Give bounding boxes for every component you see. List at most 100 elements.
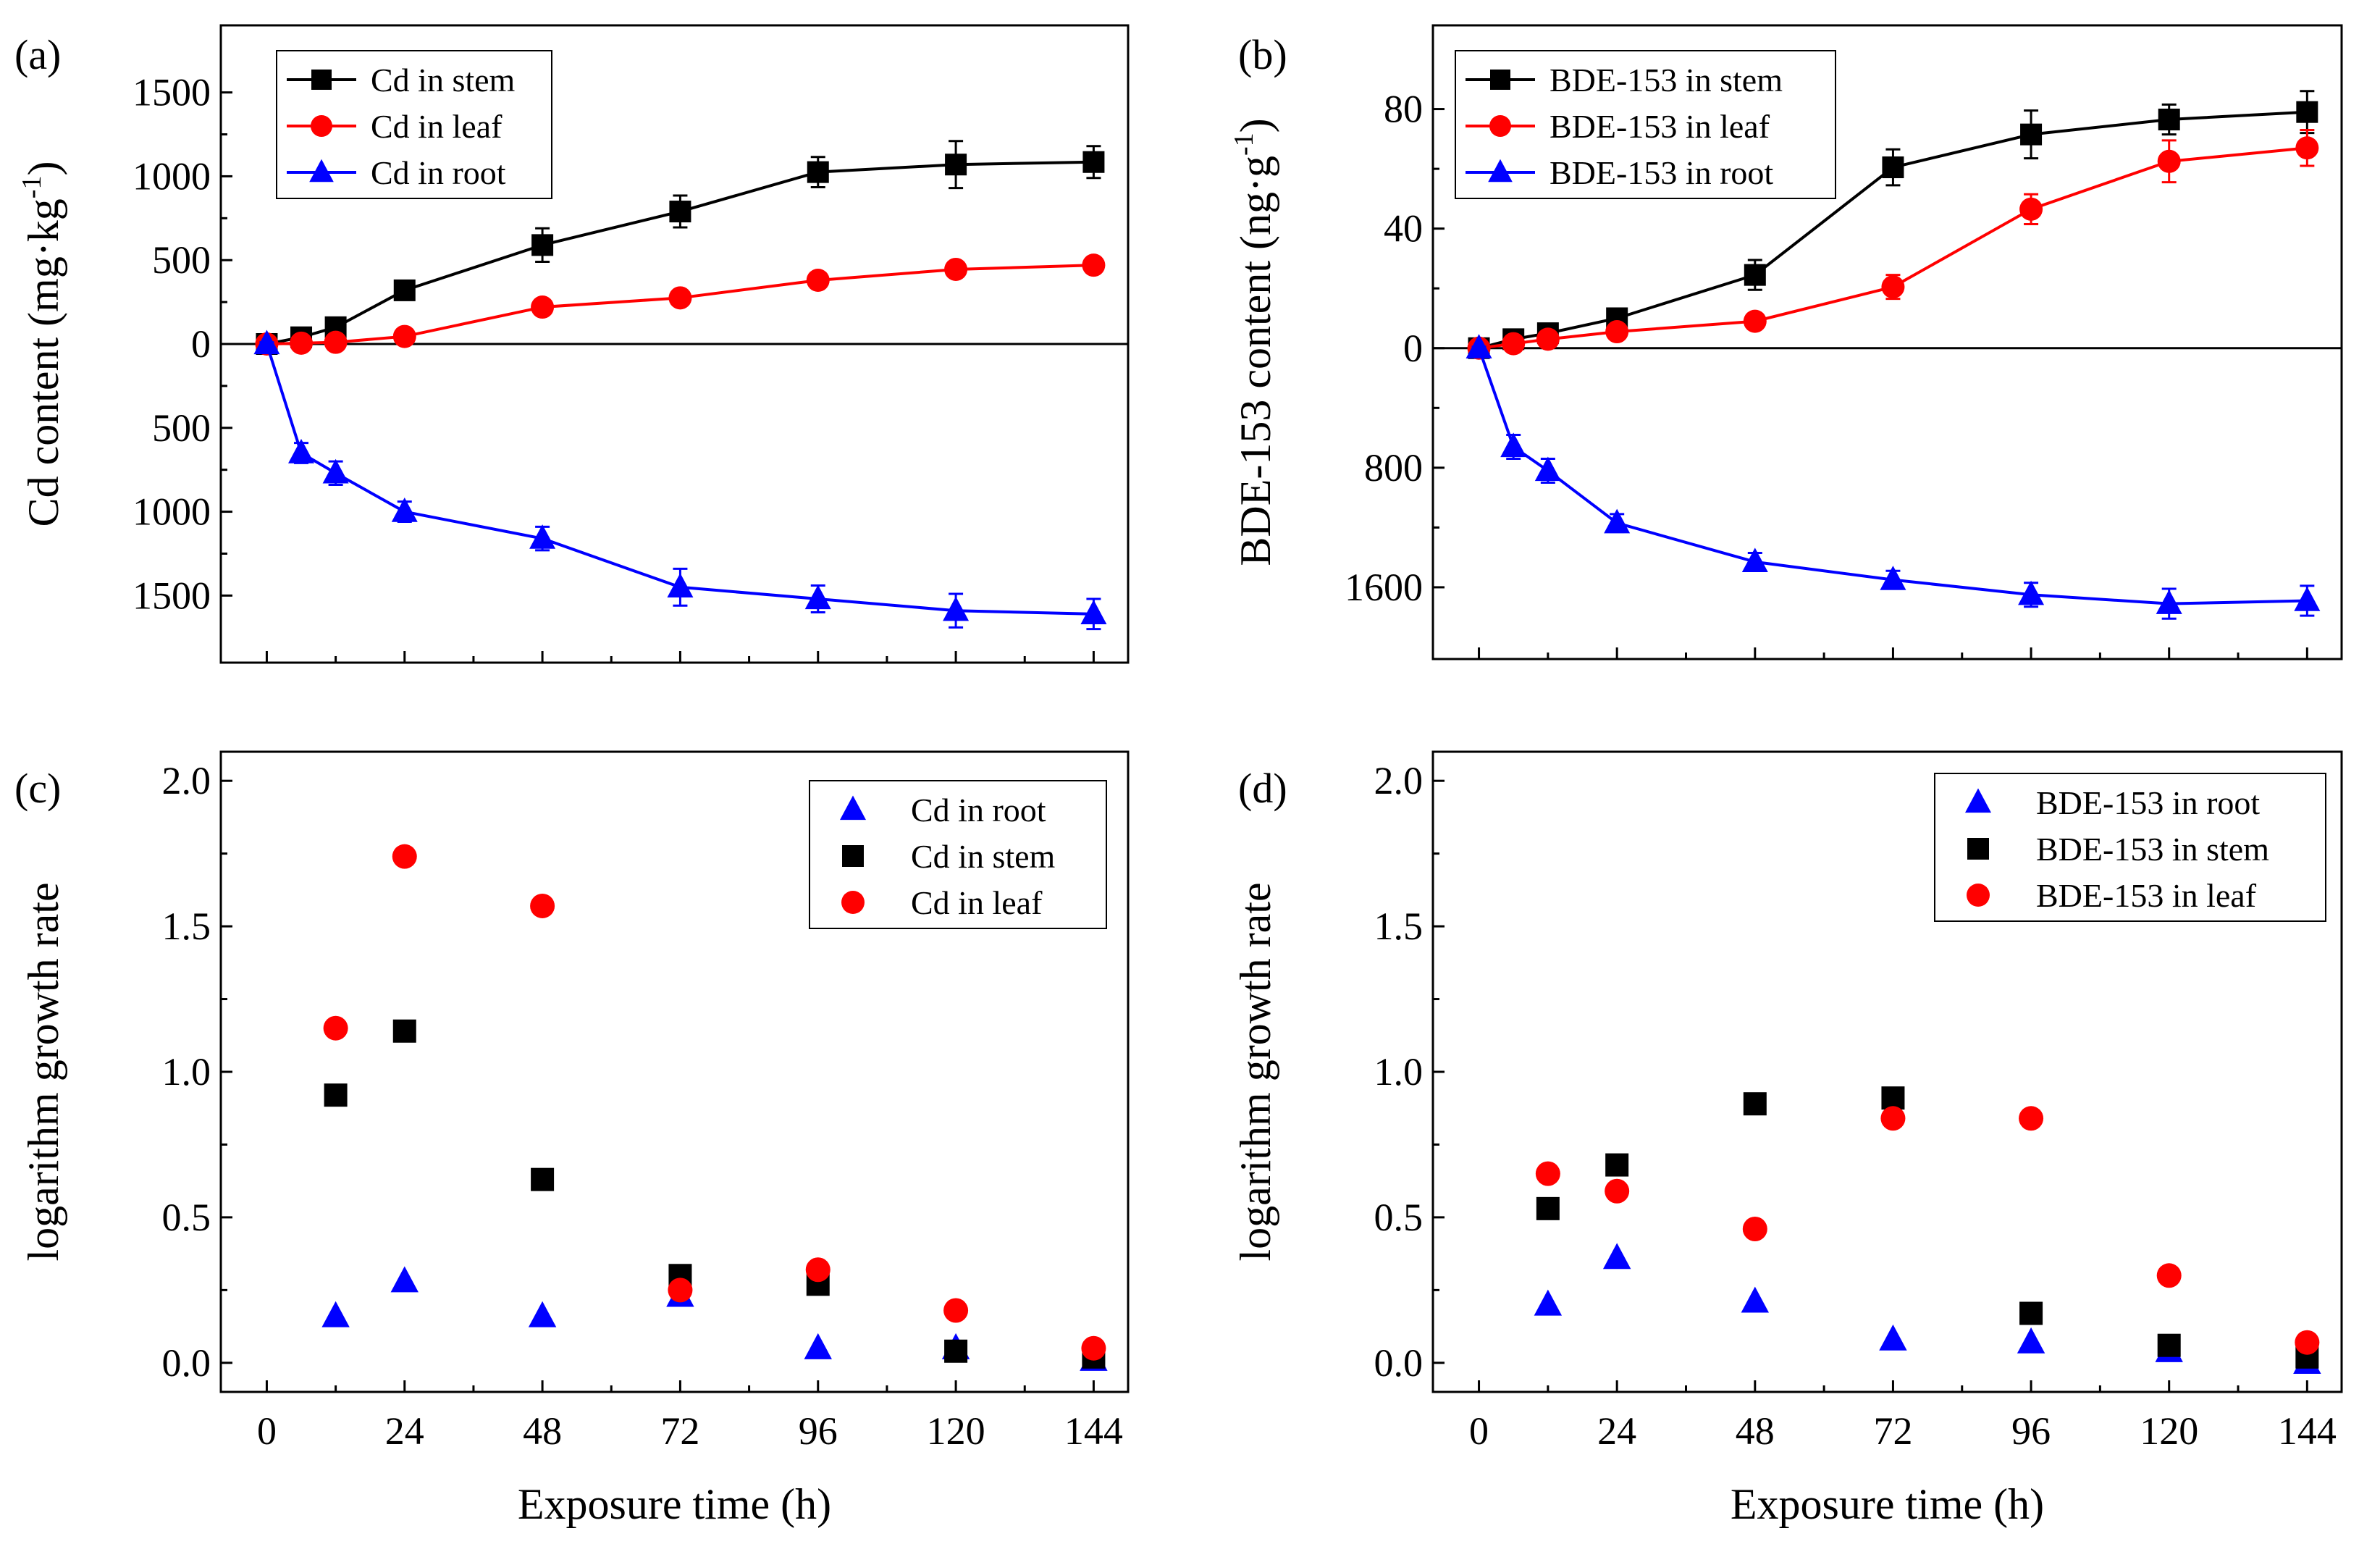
y-axis-title-main: logarithm growth rate (20, 882, 67, 1261)
legend-label: Cd in stem (371, 62, 516, 98)
y-axis-title: logarithm growth rate (20, 882, 67, 1261)
y-tick-label: 0.5 (1374, 1196, 1424, 1239)
data-point (2156, 1263, 2182, 1288)
y-axis-title: BDE-153 content (ng·g-1) (1229, 118, 1279, 566)
x-axis-title: Exposure time (h) (518, 1480, 831, 1528)
data-point (1881, 1086, 1905, 1110)
series-square (1536, 1086, 2319, 1369)
x-tick-label: 72 (1873, 1409, 1912, 1453)
series-circle (323, 844, 1106, 1361)
y-tick-label: 1.5 (1374, 905, 1424, 948)
data-point (1881, 275, 1905, 299)
legend-marker (311, 115, 332, 137)
legend-marker (311, 70, 332, 90)
legend-marker (1967, 838, 1989, 860)
y-tick-label: 1.5 (162, 905, 211, 948)
y-axis-title: Cd content (mg·kg-1) (17, 161, 67, 527)
y-tick-label: 80 (1384, 88, 1423, 131)
y-tick-label: 40 (1384, 207, 1423, 251)
data-point (2157, 149, 2181, 173)
y-axis-title-main: Cd content (mg·kg (20, 198, 67, 526)
y-tick-label: 0.0 (1374, 1341, 1424, 1385)
x-tick-label: 72 (660, 1409, 699, 1453)
panel-label: (b) (1238, 31, 1287, 78)
x-tick-label: 0 (1469, 1409, 1489, 1453)
panel-label: (a) (14, 31, 61, 78)
legend-marker (841, 891, 865, 914)
panel-label: (d) (1238, 765, 1287, 812)
panel-label: (c) (14, 765, 61, 812)
data-point (1534, 456, 1561, 482)
data-point (529, 524, 556, 549)
legend-marker (1488, 159, 1513, 182)
x-tick-label: 120 (2140, 1409, 2198, 1453)
series-triangle (253, 330, 1107, 631)
y-tick-label: 0 (191, 322, 211, 366)
x-tick-label: 24 (385, 1409, 424, 1453)
data-point (944, 257, 968, 281)
data-point (1743, 1092, 1767, 1116)
x-tick-label: 24 (1597, 1409, 1636, 1453)
y-tick-label: 1.0 (1374, 1050, 1424, 1094)
y-axis-title-superscript: -1 (1229, 133, 1259, 156)
data-point (804, 1333, 832, 1359)
legend-marker (309, 159, 334, 182)
x-tick-label: 96 (2011, 1409, 2051, 1453)
data-point (1081, 1335, 1106, 1361)
y-tick-label: 500 (152, 238, 211, 282)
legend-label: BDE-153 in leaf (2036, 877, 2257, 914)
data-point (2019, 197, 2043, 221)
data-point (2296, 101, 2318, 123)
data-point (1605, 1178, 1630, 1204)
data-point (324, 330, 348, 354)
data-point (2018, 580, 2045, 605)
legend-label: BDE-153 in leaf (1549, 108, 1770, 145)
data-point (1536, 1196, 1560, 1220)
series-circle (1467, 128, 2319, 360)
data-point (1605, 320, 1629, 344)
y-axis-title: logarithm growth rate (1232, 882, 1279, 1261)
data-point (392, 844, 417, 869)
data-point (1602, 1243, 1631, 1270)
y-tick-label: 1000 (133, 154, 211, 198)
data-point (669, 201, 691, 223)
data-point (1502, 332, 1526, 356)
y-axis-title-superscript: -1 (17, 176, 47, 199)
data-point (393, 279, 416, 301)
legend-label: Cd in leaf (911, 884, 1043, 921)
panel-c: (c) 0.0 0.5 1.0 1.5 2.0 0 24 48 72 96 120 144 Exposur… (14, 750, 1130, 1528)
legend-marker (842, 845, 864, 867)
legend-box (1934, 773, 2326, 922)
y-tick-label: 1500 (133, 71, 211, 114)
data-point (1082, 253, 1106, 277)
data-point (805, 1257, 831, 1283)
data-point (531, 295, 555, 319)
data-point (1536, 327, 1560, 351)
data-point (1605, 1153, 1629, 1177)
data-point (1741, 1286, 1770, 1313)
data-point (2294, 586, 2321, 611)
series-triangle (1466, 334, 2321, 620)
data-point (391, 498, 418, 522)
series-triangle (1534, 1243, 2321, 1374)
y-tick-label: 1.0 (162, 1050, 211, 1094)
data-point (322, 458, 349, 484)
legend-marker (1965, 788, 1991, 813)
data-point (2020, 123, 2043, 146)
data-point (1082, 151, 1105, 173)
data-point (668, 1277, 693, 1303)
data-point (1080, 600, 1107, 625)
data-point (530, 893, 555, 918)
legend-label: Cd in root (911, 792, 1046, 828)
y-tick-label: 800 (1364, 446, 1423, 490)
data-point (1535, 1161, 1560, 1186)
data-point (1466, 334, 1492, 358)
legend-label: BDE-153 in root (2036, 784, 2260, 821)
x-tick-label: 0 (257, 1409, 277, 1453)
data-point (2019, 1106, 2044, 1131)
data-point (392, 324, 416, 348)
data-point (528, 1301, 557, 1327)
data-point (1741, 547, 1768, 573)
y-tick-label: 1600 (1345, 566, 1423, 609)
x-tick-label: 96 (799, 1409, 838, 1453)
